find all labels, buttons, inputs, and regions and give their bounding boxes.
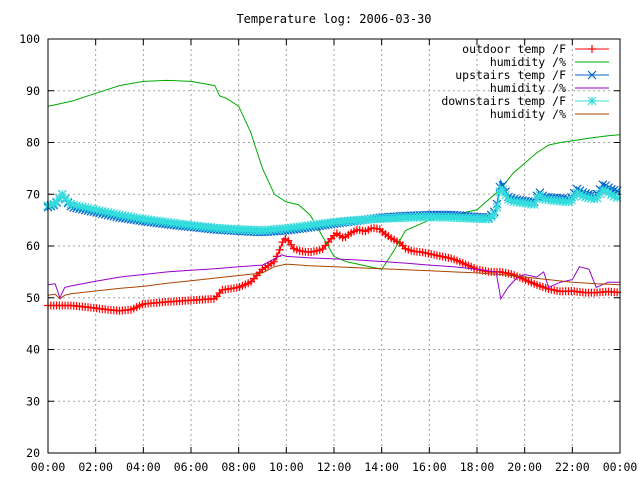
- y-tick-label: 80: [26, 136, 40, 150]
- y-tick-label: 90: [26, 84, 40, 98]
- series-lines: [43, 79, 622, 315]
- x-tick-label: 02:00: [78, 460, 113, 474]
- series-1: [47, 79, 621, 270]
- legend-label: humidity /%: [490, 81, 566, 95]
- plot-border: [47, 38, 621, 454]
- x-tick-label: 20:00: [507, 460, 542, 474]
- chart-title: Temperature log: 2006-03-30: [236, 12, 431, 26]
- axes: 20 30 40 50 60 70 80 90 100 00:00 02:00 04:00 06:00 0…: [19, 32, 637, 474]
- legend-label: humidity /%: [490, 107, 566, 121]
- y-tick-label: 60: [26, 239, 40, 253]
- x-tick-label: 00:00: [603, 460, 638, 474]
- x-tick-label: 14:00: [364, 460, 399, 474]
- legend-marker: [587, 96, 597, 106]
- legend-marker: [587, 70, 597, 80]
- x-tick-label: 18:00: [460, 460, 495, 474]
- x-tick-label: 10:00: [269, 460, 304, 474]
- series-line: [47, 263, 621, 300]
- x-tick-label: 06:00: [174, 460, 209, 474]
- y-tick-label: 30: [26, 394, 40, 408]
- series-0: [44, 224, 622, 315]
- series-5: [47, 263, 621, 300]
- x-tick-label: 16:00: [412, 460, 447, 474]
- legend-marker: [588, 45, 596, 53]
- y-tick-label: 50: [26, 291, 40, 305]
- y-tick-label: 40: [26, 343, 40, 357]
- legend-label: humidity /%: [490, 55, 566, 69]
- series-line: [47, 79, 621, 270]
- series-3: [47, 254, 620, 301]
- x-tick-label: 22:00: [555, 460, 590, 474]
- legend-label: downstairs temp /F: [441, 94, 566, 108]
- grid: [48, 39, 620, 453]
- x-tick-label: 00:00: [31, 460, 66, 474]
- y-tick-label: 100: [19, 32, 40, 46]
- legend-label: upstairs temp /F: [455, 68, 566, 82]
- x-tick-label: 04:00: [126, 460, 161, 474]
- legend-label: outdoor temp /F: [462, 42, 566, 56]
- y-tick-label: 20: [26, 446, 40, 460]
- x-tick-label: 08:00: [221, 460, 256, 474]
- series-line: [47, 254, 620, 301]
- y-tick-label: 70: [26, 187, 40, 201]
- x-tick-label: 12:00: [317, 460, 352, 474]
